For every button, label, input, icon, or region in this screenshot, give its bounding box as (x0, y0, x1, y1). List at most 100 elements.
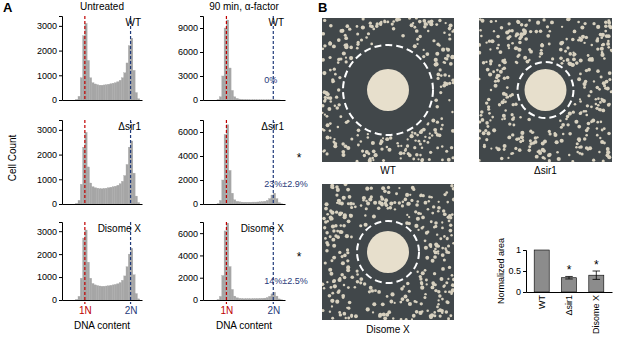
colony (337, 88, 340, 91)
colony (479, 129, 481, 132)
colony (361, 150, 364, 153)
colony (512, 116, 515, 119)
histogram-bar (117, 82, 119, 100)
colony (539, 29, 543, 33)
histogram-bar (250, 299, 252, 300)
colony (486, 131, 490, 135)
colony (591, 119, 595, 123)
error-cap (565, 278, 573, 279)
colony (350, 137, 353, 140)
colony (443, 235, 446, 238)
colony (435, 105, 439, 109)
colony (428, 136, 431, 139)
colony (390, 292, 394, 296)
colony (336, 230, 339, 233)
histogram-bar (266, 298, 268, 300)
colony (382, 137, 384, 139)
colony (414, 132, 417, 135)
axis-line (204, 300, 286, 301)
colony (440, 86, 442, 88)
colony (566, 46, 569, 49)
colony (332, 44, 336, 48)
colony (490, 39, 494, 43)
histogram-bar (137, 299, 139, 300)
colony (401, 204, 404, 207)
colony (326, 115, 329, 118)
colony (406, 282, 410, 286)
colony (331, 238, 335, 242)
axis-line (59, 223, 63, 301)
colony (427, 208, 430, 211)
histogram-bar (229, 68, 231, 100)
colony (357, 144, 360, 147)
colony (420, 286, 424, 290)
histogram-bar (252, 299, 254, 300)
tick-mark (200, 180, 203, 181)
colony (329, 215, 333, 219)
colony (343, 184, 347, 186)
colony (517, 20, 521, 24)
histogram-bar (115, 83, 117, 100)
colony (499, 50, 503, 54)
colony (406, 202, 410, 206)
colony (418, 35, 421, 38)
histogram-bar (69, 204, 71, 205)
colony (334, 224, 337, 227)
colony (415, 301, 418, 304)
colony (564, 50, 567, 53)
colony (441, 159, 444, 162)
colony (512, 124, 515, 127)
colony (557, 157, 561, 161)
colony (596, 134, 599, 137)
filter-disc (367, 69, 409, 111)
colony (419, 277, 422, 280)
colony (429, 314, 432, 317)
histogram-bar (105, 188, 107, 204)
tick-label: 1 (516, 245, 521, 255)
colony (395, 192, 398, 195)
x-axis-tick: Disome X (591, 292, 601, 334)
histogram-bar (210, 100, 212, 101)
colony (424, 246, 428, 250)
histogram-bar (269, 199, 271, 204)
histogram-bar (208, 204, 210, 205)
axis-line (63, 100, 143, 101)
colony (345, 234, 349, 238)
filter-disc (525, 69, 567, 111)
colony (453, 29, 454, 31)
histogram-bar (215, 300, 217, 301)
colony (441, 227, 444, 230)
histogram-bar (248, 202, 250, 204)
colony (553, 133, 557, 137)
histogram-bar (233, 296, 235, 300)
colony (489, 119, 491, 121)
plate-photo (322, 18, 454, 162)
histogram-bar (271, 99, 273, 100)
histogram-bar (69, 300, 71, 301)
y-axis-tick: 2000 (178, 175, 203, 185)
tick-mark (200, 28, 203, 29)
colony (574, 103, 577, 106)
colony (421, 158, 425, 162)
tick-mark (200, 100, 203, 101)
colony (595, 103, 597, 105)
colony (423, 296, 426, 299)
histogram-panel: 0100020003000Δsir1 (37, 120, 143, 209)
colony (328, 294, 332, 298)
colony (566, 18, 570, 21)
error-cap (593, 279, 601, 280)
colony (543, 140, 547, 144)
axis-line (59, 121, 63, 205)
colony (451, 79, 454, 82)
colony (448, 33, 451, 36)
tick-label: 2000 (37, 249, 57, 259)
histogram-bar (101, 85, 103, 100)
histogram-bar (245, 202, 247, 204)
tick-label: 2000 (178, 273, 198, 283)
colony (520, 23, 523, 26)
histogram-bar (217, 203, 219, 204)
colony (598, 151, 600, 153)
colony (588, 146, 592, 150)
tick-label: 3000 (178, 71, 198, 81)
colony (490, 89, 492, 91)
